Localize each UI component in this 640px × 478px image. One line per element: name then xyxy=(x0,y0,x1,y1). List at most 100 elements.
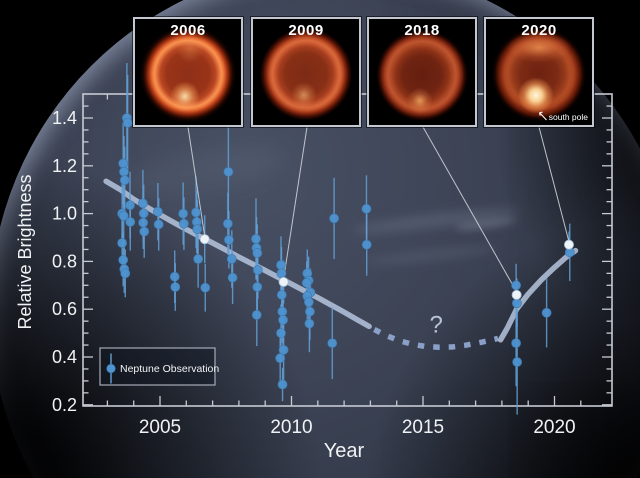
data-point xyxy=(276,260,286,270)
data-point xyxy=(276,268,287,279)
data-point xyxy=(191,207,201,218)
data-point xyxy=(511,280,522,291)
inset-thermal-image-2020: 2020 south pole xyxy=(484,17,594,127)
data-point xyxy=(301,278,312,288)
data-point xyxy=(125,217,136,227)
y-axis-tick-label: 1.0 xyxy=(52,204,77,224)
data-point xyxy=(118,211,129,221)
y-axis-tick-label: 0.4 xyxy=(52,347,77,367)
data-point xyxy=(541,307,552,318)
data-point xyxy=(304,318,315,329)
data-point xyxy=(118,255,129,265)
data-point xyxy=(303,297,314,307)
data-point xyxy=(305,306,315,317)
inset-thermal-image-2018: 2018 xyxy=(367,17,477,127)
x-axis-title: Year xyxy=(324,440,365,462)
data-point xyxy=(224,234,234,245)
data-point xyxy=(139,226,150,237)
data-point xyxy=(119,166,129,177)
south-pole-label: south pole xyxy=(548,112,588,122)
question-mark-annotation: ? xyxy=(429,312,442,339)
data-point xyxy=(275,353,286,364)
inset-connector-line xyxy=(187,126,206,237)
data-point xyxy=(361,239,372,250)
south-pole-arrow-icon xyxy=(538,111,547,121)
data-point xyxy=(277,379,288,390)
y-axis-tick-label: 1.2 xyxy=(52,156,77,176)
data-point xyxy=(192,224,203,235)
legend-label: Neptune Observation xyxy=(120,363,219,375)
data-point xyxy=(118,158,129,169)
data-point xyxy=(138,208,149,219)
x-axis-tick-label: 2005 xyxy=(139,417,181,438)
data-point xyxy=(200,282,211,293)
inset-year-label: 2018 xyxy=(404,22,440,39)
x-axis-tick-label: 2020 xyxy=(533,417,575,438)
inset-year-label: 2020 xyxy=(521,22,557,39)
data-point xyxy=(122,117,133,128)
data-point xyxy=(193,254,204,264)
data-point xyxy=(252,282,263,292)
data-point xyxy=(251,234,261,244)
data-point xyxy=(511,338,522,349)
data-point xyxy=(361,203,372,214)
neptune-thermal-disk xyxy=(135,19,241,125)
inset-connector-line xyxy=(422,126,518,293)
legend-box xyxy=(99,347,216,386)
neptune-thermal-disk xyxy=(253,19,359,125)
data-point xyxy=(223,166,234,177)
data-point xyxy=(120,268,131,279)
trend-line-solid-early xyxy=(103,178,372,330)
data-point xyxy=(511,298,522,309)
y-axis-tick-label: 0.2 xyxy=(52,395,77,415)
data-point xyxy=(119,175,130,186)
data-point xyxy=(222,218,233,229)
y-axis-tick-label: 0.8 xyxy=(52,251,77,271)
data-point xyxy=(226,254,237,264)
data-point xyxy=(179,218,189,229)
neptune-thermal-disk xyxy=(369,19,475,125)
trend-line-dashed-gap xyxy=(373,327,499,350)
data-point xyxy=(327,338,338,349)
data-point xyxy=(178,208,189,219)
data-point xyxy=(153,219,164,230)
inset-connector-line xyxy=(538,126,570,242)
data-point xyxy=(117,238,128,248)
data-point xyxy=(252,248,263,258)
data-point xyxy=(276,328,286,338)
data-point xyxy=(512,357,523,367)
x-axis-tick-label: 2010 xyxy=(270,417,312,438)
data-point xyxy=(152,206,163,217)
south-pole-annotation: south pole xyxy=(537,110,588,122)
data-point xyxy=(278,344,289,355)
data-point xyxy=(170,282,181,292)
data-point xyxy=(329,213,340,224)
data-point xyxy=(276,289,287,300)
highlighted-data-point xyxy=(511,289,522,300)
inset-year-label: 2009 xyxy=(288,22,324,39)
inset-year-label: 2006 xyxy=(170,22,206,39)
neptune-thermal-disk xyxy=(486,19,592,125)
data-point xyxy=(251,310,262,320)
y-axis-tick-label: 0.6 xyxy=(52,299,77,319)
highlighted-data-point xyxy=(563,239,574,250)
data-point xyxy=(278,315,288,325)
trend-line-solid-late xyxy=(497,247,579,343)
highlighted-data-point xyxy=(278,276,289,287)
data-point xyxy=(125,200,135,211)
inset-connector-line xyxy=(283,126,308,280)
data-point xyxy=(169,271,180,282)
data-point xyxy=(227,272,238,283)
data-point xyxy=(252,265,263,275)
data-point xyxy=(277,306,288,317)
y-axis-tick-label: 1.4 xyxy=(52,108,77,128)
inset-thermal-image-2006: 2006 xyxy=(133,17,243,127)
data-point xyxy=(138,217,149,228)
y-axis-title: Relative Brightness xyxy=(15,174,35,329)
data-point xyxy=(138,198,148,209)
legend-marker xyxy=(106,363,116,374)
inset-thermal-image-2009: 2009 xyxy=(251,17,361,127)
highlighted-data-point xyxy=(199,234,210,245)
